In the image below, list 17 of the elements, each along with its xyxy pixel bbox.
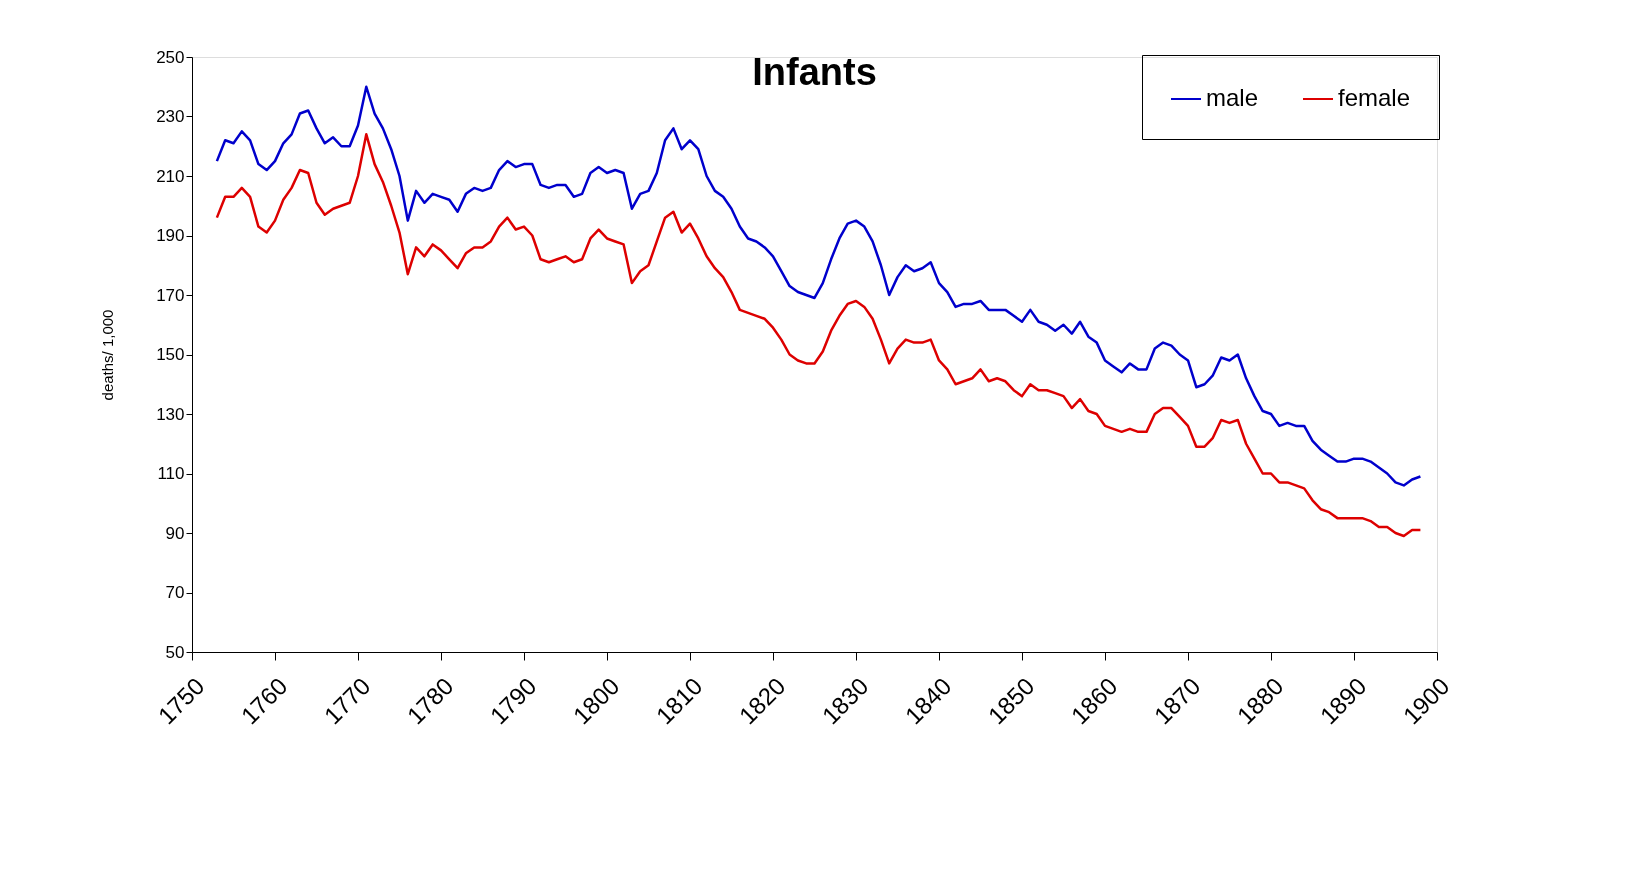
y-tick-label: 230 [156, 107, 185, 126]
y-tick-label: 50 [165, 642, 185, 662]
y-tick-label: 190 [156, 226, 185, 245]
chart-title: Infants [752, 51, 877, 93]
y-tick-label: 90 [165, 523, 185, 543]
y-tick-label: 210 [156, 166, 185, 186]
y-tick-label: 70 [165, 583, 185, 602]
legend-label: male [1206, 84, 1259, 111]
y-tick-label: 170 [156, 285, 185, 305]
y-tick-label: 150 [156, 345, 185, 364]
legend-label: female [1338, 84, 1411, 111]
line-series [215, 133, 1422, 538]
y-tick-label: 130 [156, 404, 185, 424]
y-axis-title: deaths/ 1,000 [99, 309, 117, 401]
line-series [215, 85, 1422, 487]
y-tick-label: 250 [156, 47, 185, 67]
y-tick-label: 110 [157, 464, 185, 483]
